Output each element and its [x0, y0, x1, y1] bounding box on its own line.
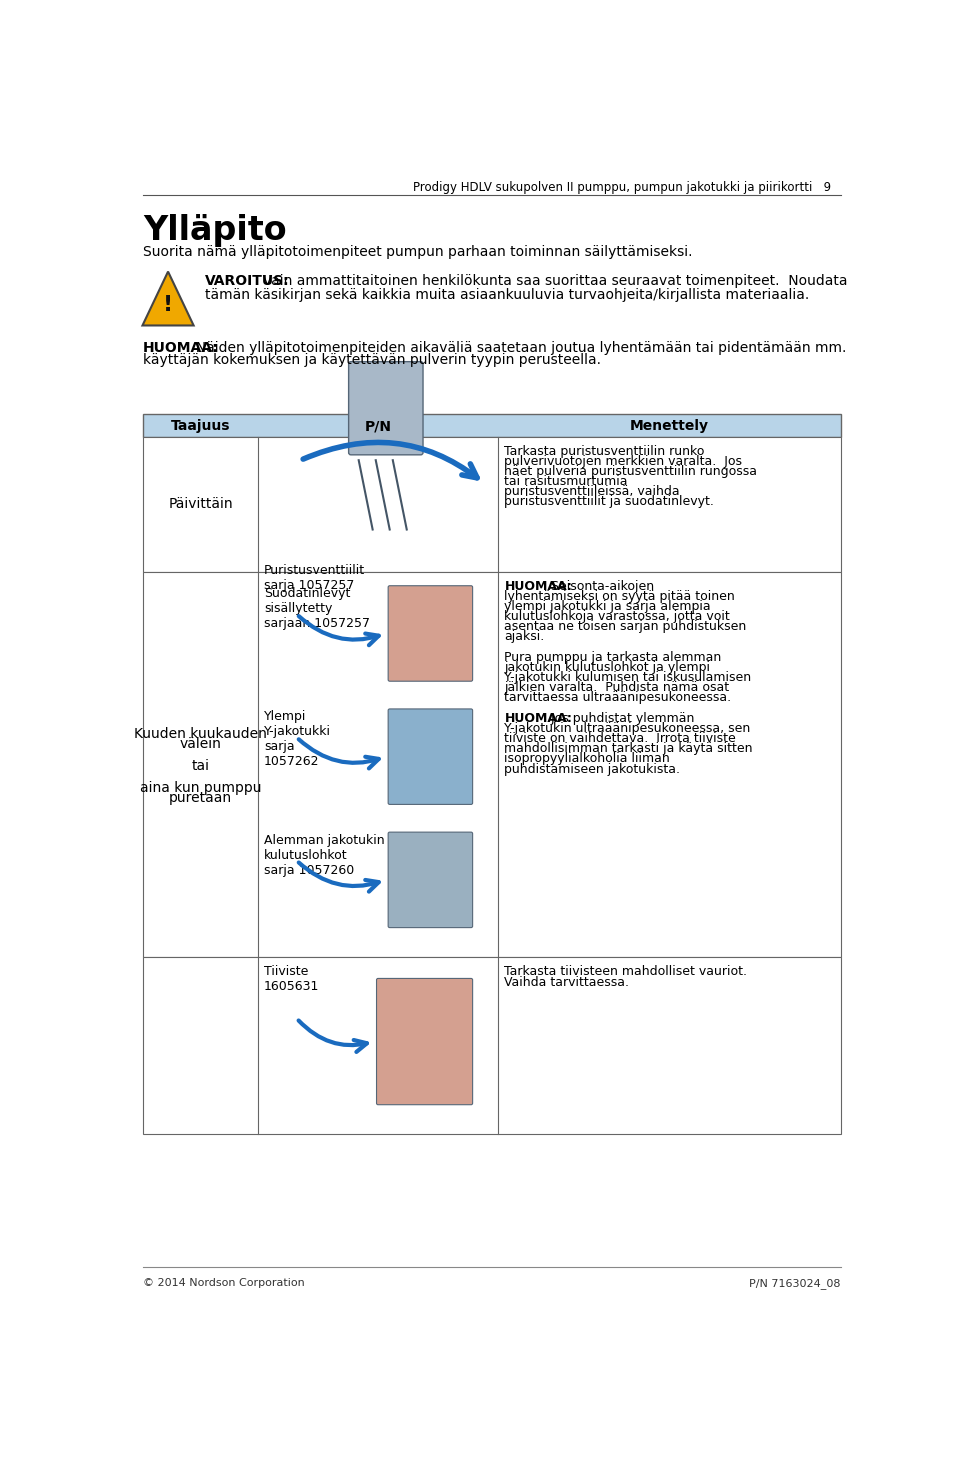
- Text: puristusventtiilit ja suodatinlevyt.: puristusventtiilit ja suodatinlevyt.: [504, 495, 714, 508]
- Text: puretaan: puretaan: [169, 792, 232, 805]
- FancyBboxPatch shape: [388, 833, 472, 928]
- Text: pulverivuotojen merkkien varalta.  Jos: pulverivuotojen merkkien varalta. Jos: [504, 454, 742, 468]
- Text: P/N 7163024_08: P/N 7163024_08: [749, 1278, 841, 1289]
- Text: Näiden ylläpitotoimenpiteiden aikaväliä saatetaan joutua lyhentämään tai pidentä: Näiden ylläpitotoimenpiteiden aikaväliä …: [187, 340, 847, 355]
- Text: VAROITUS:: VAROITUS:: [205, 273, 290, 288]
- FancyBboxPatch shape: [143, 571, 841, 957]
- FancyBboxPatch shape: [143, 413, 841, 437]
- Text: Ylläpito: Ylläpito: [143, 213, 287, 247]
- Text: Tarkasta tiivisteen mahdolliset vauriot.: Tarkasta tiivisteen mahdolliset vauriot.: [504, 964, 748, 977]
- Text: isopropyylialkoholia liiman: isopropyylialkoholia liiman: [504, 752, 670, 766]
- Text: näet pulveria puristusventtiilin rungossa: näet pulveria puristusventtiilin rungoss…: [504, 465, 757, 478]
- Text: Päivittäin: Päivittäin: [168, 498, 233, 511]
- Text: Alemman jakotukin
kulutuslohkot
sarja 1057260: Alemman jakotukin kulutuslohkot sarja 10…: [264, 834, 385, 877]
- FancyBboxPatch shape: [143, 957, 841, 1134]
- Text: lyhentämiseksi on syytä pitää toinen: lyhentämiseksi on syytä pitää toinen: [504, 590, 735, 603]
- Text: HUOMAA:: HUOMAA:: [504, 580, 572, 593]
- Text: tarvittaessa ultraäänipesukoneessa.: tarvittaessa ultraäänipesukoneessa.: [504, 691, 732, 704]
- Text: Kuuden kuukauden: Kuuden kuukauden: [134, 726, 267, 741]
- FancyBboxPatch shape: [348, 362, 423, 454]
- Text: tiiviste on vaihdettava.  Irrota tiiviste: tiiviste on vaihdettava. Irrota tiiviste: [504, 732, 736, 745]
- Text: mahdollisimman tarkasti ja käytä sitten: mahdollisimman tarkasti ja käytä sitten: [504, 742, 753, 755]
- Text: kulutuslohkoja varastossa, jotta voit: kulutuslohkoja varastossa, jotta voit: [504, 611, 731, 622]
- Text: Suorita nämä ylläpitotoimenpiteet pumpun parhaan toiminnan säilyttämiseksi.: Suorita nämä ylläpitotoimenpiteet pumpun…: [143, 244, 693, 259]
- Text: jakotukin kulutuslohkot ja ylempi: jakotukin kulutuslohkot ja ylempi: [504, 660, 710, 674]
- Text: puristusventtiileissä, vaihda: puristusventtiileissä, vaihda: [504, 485, 680, 498]
- Polygon shape: [142, 272, 194, 326]
- Text: asentaa ne toisen sarjan puhdistuksen: asentaa ne toisen sarjan puhdistuksen: [504, 621, 747, 633]
- Text: Prodigy HDLV sukupolven II pumppu, pumpun jakotukki ja piirikortti   9: Prodigy HDLV sukupolven II pumppu, pumpu…: [413, 181, 830, 194]
- Text: ajaksi.: ajaksi.: [504, 630, 544, 643]
- Text: käyttäjän kokemuksen ja käytettävän pulverin tyypin perusteella.: käyttäjän kokemuksen ja käytettävän pulv…: [143, 354, 601, 367]
- Text: tai: tai: [192, 758, 209, 773]
- FancyBboxPatch shape: [143, 437, 841, 571]
- Text: P/N: P/N: [365, 419, 392, 434]
- Text: Vain ammattitaitoinen henkilökunta saa suorittaa seuraavat toimenpiteet.  Noudat: Vain ammattitaitoinen henkilökunta saa s…: [254, 273, 848, 288]
- Text: Ylempi
Y-jakotukki
sarja
1057262: Ylempi Y-jakotukki sarja 1057262: [264, 710, 331, 768]
- Text: välein: välein: [180, 738, 222, 751]
- Text: HUOMAA:: HUOMAA:: [143, 340, 219, 355]
- Text: Pura pumppu ja tarkasta alemman: Pura pumppu ja tarkasta alemman: [504, 650, 722, 663]
- Text: Taajuus: Taajuus: [171, 419, 230, 434]
- Text: Puristusventtiilit
sarja 1057257: Puristusventtiilit sarja 1057257: [264, 564, 365, 592]
- FancyBboxPatch shape: [388, 586, 472, 681]
- Text: Menettely: Menettely: [630, 419, 709, 434]
- Text: tai rasitusmurtumia: tai rasitusmurtumia: [504, 475, 628, 488]
- FancyBboxPatch shape: [388, 709, 472, 805]
- Text: Jos puhdistat ylemmän: Jos puhdistat ylemmän: [543, 712, 694, 725]
- Text: Tiiviste
1605631: Tiiviste 1605631: [264, 964, 320, 992]
- Text: HUOMAA:: HUOMAA:: [504, 712, 572, 725]
- Text: ylempi jakotukki ja sarja alempia: ylempi jakotukki ja sarja alempia: [504, 600, 711, 614]
- Text: Y-jakotukki kulumisen tai iskusulamisen: Y-jakotukki kulumisen tai iskusulamisen: [504, 671, 752, 684]
- Text: jälkien varalta.  Puhdista nämä osat: jälkien varalta. Puhdista nämä osat: [504, 681, 730, 694]
- Text: puhdistamiseen jakotukista.: puhdistamiseen jakotukista.: [504, 763, 681, 776]
- Text: Suodatinlevyt
sisällytetty
sarjaan 1057257: Suodatinlevyt sisällytetty sarjaan 10572…: [264, 587, 371, 630]
- Text: aina kun pumppu: aina kun pumppu: [140, 780, 261, 795]
- Text: tämän käsikirjan sekä kaikkia muita asiaankuuluvia turvaohjeita/kirjallista mate: tämän käsikirjan sekä kaikkia muita asia…: [205, 288, 809, 302]
- Text: Y-jakotukin ultraäänipesukoneessa, sen: Y-jakotukin ultraäänipesukoneessa, sen: [504, 722, 751, 735]
- Text: !: !: [163, 295, 173, 314]
- Text: Seisonta-aikojen: Seisonta-aikojen: [543, 580, 655, 593]
- Text: Tarkasta puristusventtiilin runko: Tarkasta puristusventtiilin runko: [504, 444, 705, 457]
- Text: © 2014 Nordson Corporation: © 2014 Nordson Corporation: [143, 1278, 305, 1289]
- Text: Vaihda tarvittaessa.: Vaihda tarvittaessa.: [504, 976, 630, 989]
- FancyBboxPatch shape: [376, 979, 472, 1105]
